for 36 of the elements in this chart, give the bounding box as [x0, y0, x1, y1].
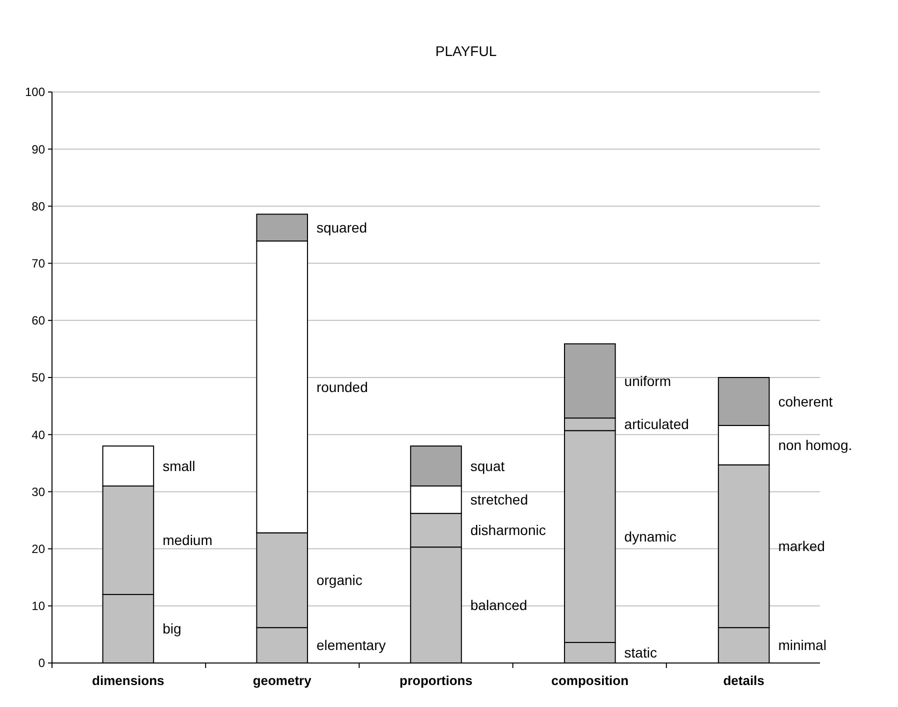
y-tick-label: 70 — [32, 256, 46, 270]
y-tick-label: 100 — [24, 85, 46, 100]
chart-title: PLAYFUL — [435, 43, 497, 59]
annotation: articulated — [624, 416, 689, 432]
y-tick-label: 60 — [32, 314, 46, 328]
x-tick-label: geometry — [252, 673, 312, 688]
y-tick-label: 30 — [32, 484, 46, 499]
annotation: elementary — [316, 637, 386, 654]
annotation: squared — [316, 220, 368, 236]
annotation: big — [162, 620, 182, 637]
y-tick-label: 40 — [32, 428, 46, 442]
annotation: small — [162, 458, 196, 474]
annotation: squat — [470, 458, 505, 474]
annotation: medium — [162, 532, 212, 548]
annotation: stretched — [470, 492, 528, 508]
annotation: dynamic — [624, 528, 676, 544]
y-tick-label: 80 — [32, 199, 46, 214]
annotation: uniform — [624, 372, 671, 389]
y-tick-label: 50 — [32, 370, 46, 385]
x-tick-label: proportions — [400, 673, 472, 688]
y-tick-label: 10 — [32, 599, 46, 614]
annotation: marked — [778, 538, 825, 554]
y-tick-label: 0 — [38, 656, 46, 670]
annotation: minimal — [778, 637, 826, 654]
annotation: disharmonic — [470, 522, 546, 538]
annotation: coherent — [778, 393, 833, 410]
x-tick-label: composition — [551, 673, 629, 688]
annotation: balanced — [470, 596, 528, 613]
x-tick-label: details — [723, 673, 764, 688]
annotation: organic — [316, 572, 362, 588]
y-tick-label: 90 — [32, 142, 46, 156]
y-tick-label: 20 — [32, 542, 46, 556]
annotation: non homog. — [778, 437, 852, 454]
x-tick-label: dimensions — [92, 673, 164, 688]
annotation: static — [624, 644, 657, 661]
annotation: rounded — [316, 378, 368, 395]
